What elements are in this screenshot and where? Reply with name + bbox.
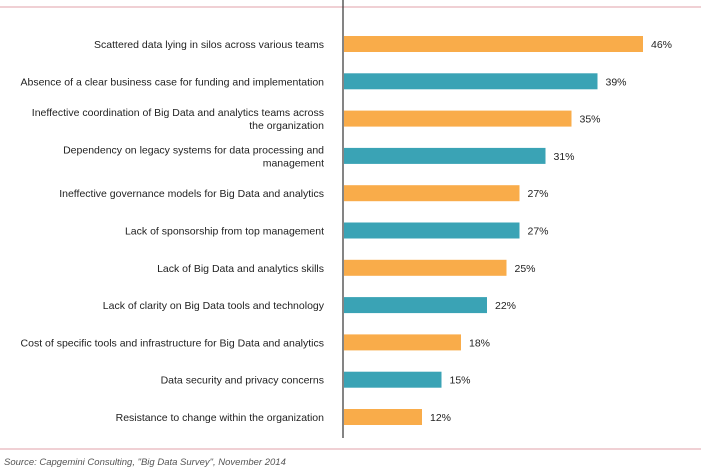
category-label-6: Lack of sponsorship from top management [125,226,324,238]
rules-layer [0,0,701,450]
category-label-8: Lack of clarity on Big Data tools and te… [103,300,325,312]
category-label-4-line-1: Dependency on legacy systems for data pr… [63,144,324,156]
bar-4 [344,147,546,164]
category-label-3-line-1: Ineffective coordination of Big Data and… [32,107,324,119]
value-label-7: 25% [515,263,536,275]
value-label-9: 18% [469,337,490,349]
category-label-7: Lack of Big Data and analytics skills [157,263,324,275]
bar-5 [344,185,520,202]
value-label-2: 39% [606,76,627,88]
category-label-4-line-2: management [263,157,324,169]
bar-9 [344,334,461,351]
source-note: Source: Capgemini Consulting, "Big Data … [4,457,286,468]
value-label-4: 31% [554,151,575,163]
category-label-10: Data security and privacy concerns [161,375,324,387]
bar-3 [344,110,572,127]
value-labels-layer: 46% 39% 35% 31% 27% 27% 25% 22% 18% 15% 12% [430,39,672,424]
bar-6 [344,222,520,239]
category-label-1: Scattered data lying in silos across var… [94,39,324,51]
value-label-6: 27% [528,226,549,238]
bar-8 [344,297,487,314]
value-label-10: 15% [450,375,471,387]
category-label-5: Ineffective governance models for Big Da… [59,188,324,200]
bar-2 [344,73,598,90]
category-label-9: Cost of specific tools and infrastructur… [21,337,324,349]
value-label-11: 12% [430,412,451,424]
category-labels-layer: Scattered data lying in silos across var… [20,39,324,424]
bar-7 [344,259,507,276]
category-label-3-line-2: the organization [249,120,324,132]
value-label-3: 35% [580,114,601,126]
category-label-11: Resistance to change within the organiza… [116,412,325,424]
bars-layer [344,36,643,425]
value-label-8: 22% [495,300,516,312]
value-label-5: 27% [528,188,549,200]
bar-1 [344,36,643,52]
bar-11 [344,409,422,425]
category-label-2: Absence of a clear business case for fun… [20,76,324,88]
bar-10 [344,371,442,388]
value-label-1: 46% [651,39,672,51]
